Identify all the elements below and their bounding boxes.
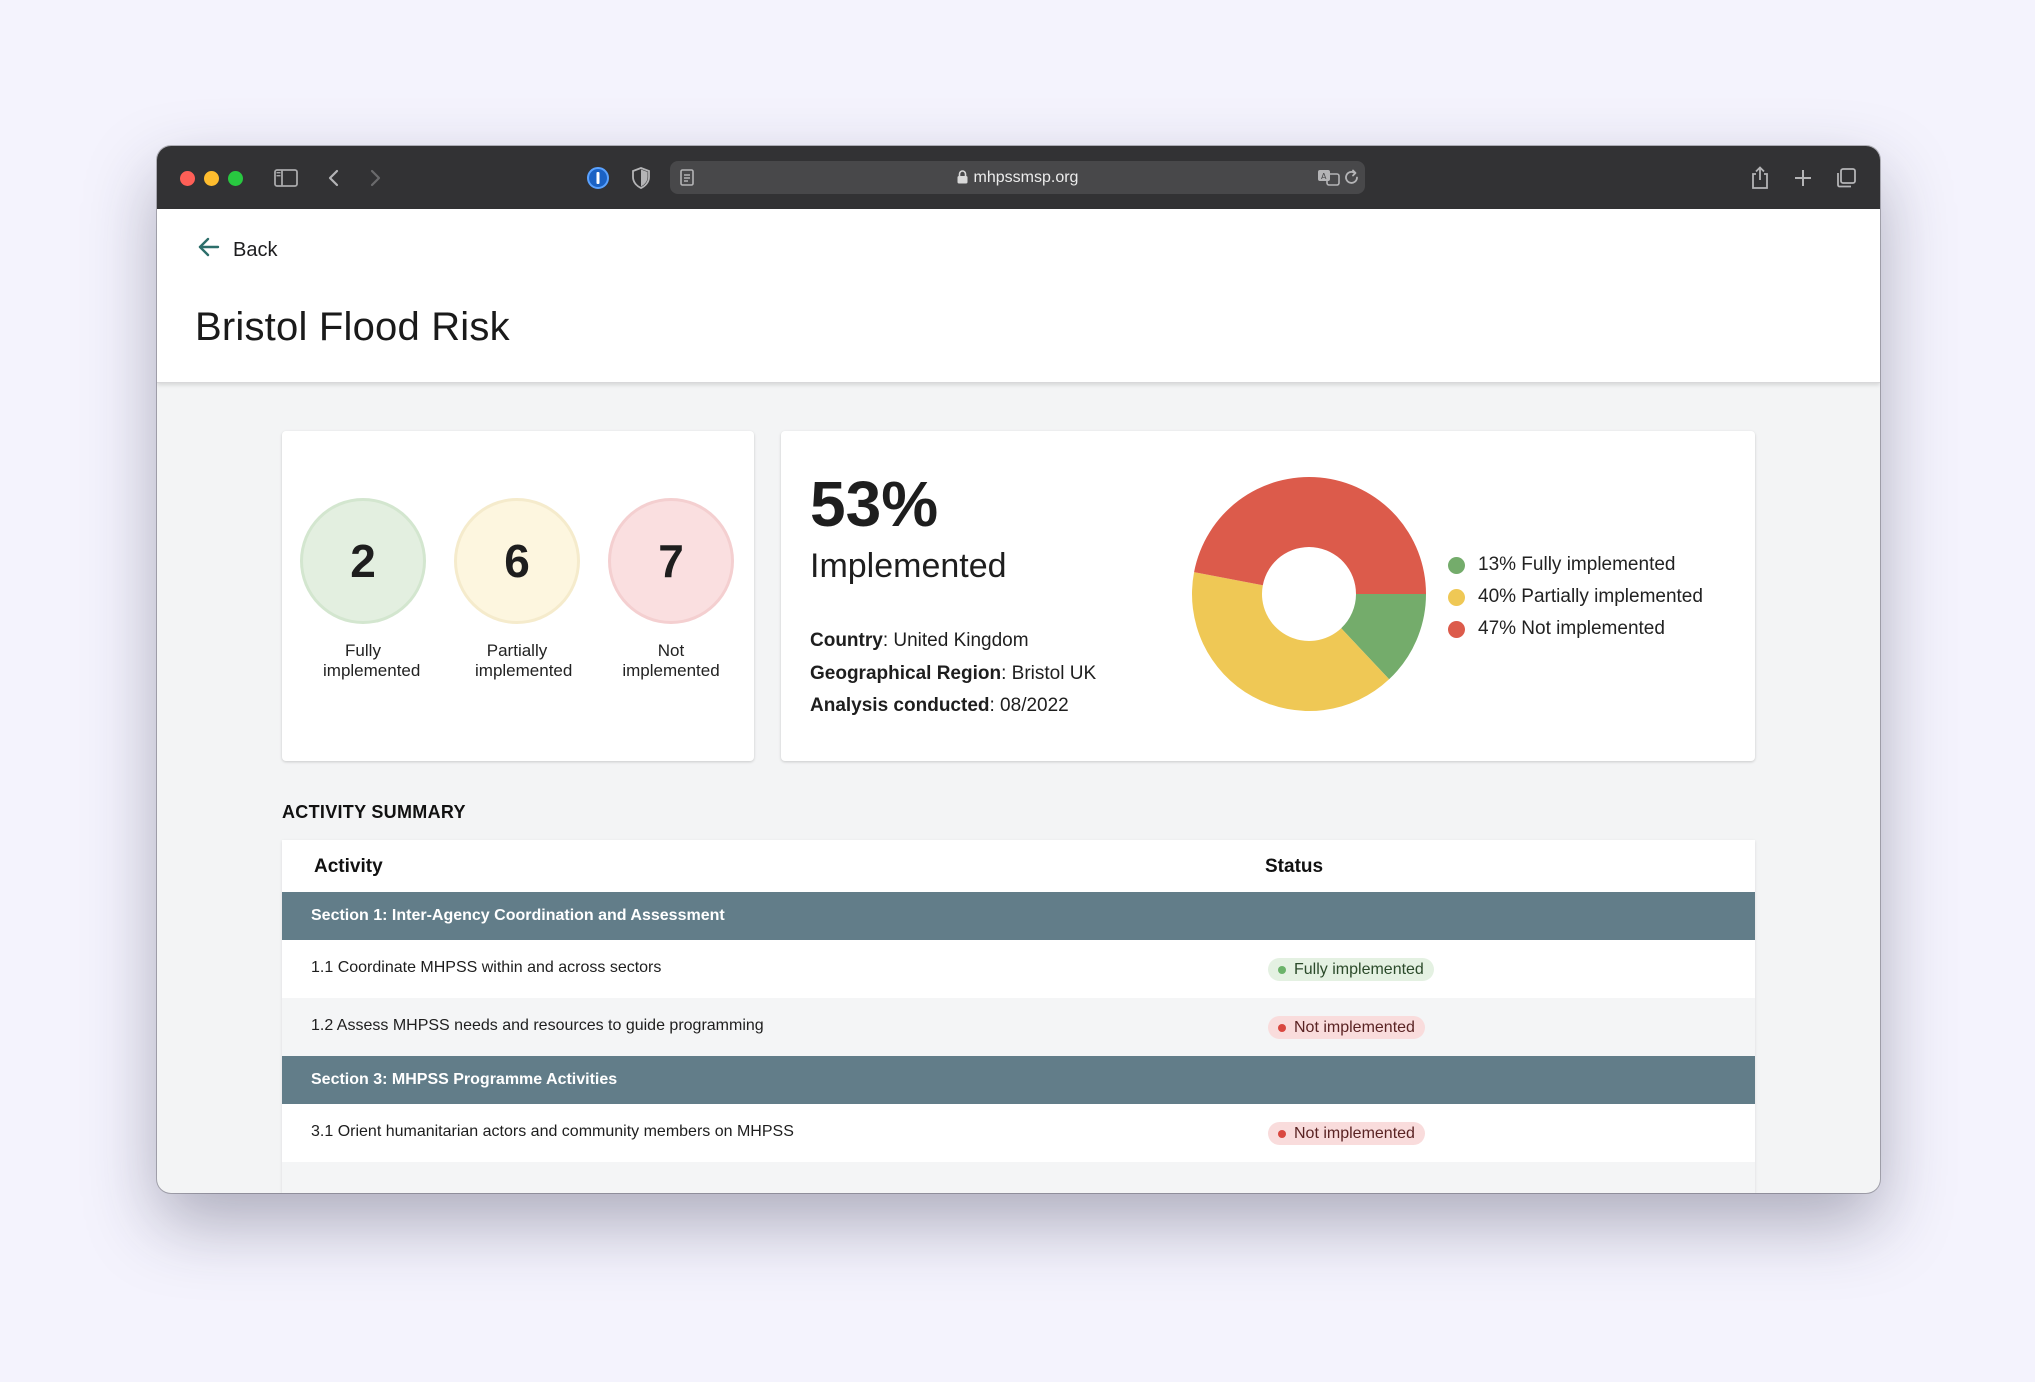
not-implemented-count: 7 Not implemented (611, 501, 731, 681)
legend-label-not: 47% Not implemented (1478, 618, 1665, 639)
section-header-row: Section 1: Inter-Agency Coordination and… (282, 892, 1755, 940)
svg-text:A: A (1321, 172, 1327, 181)
donut-slice-partially (1192, 572, 1390, 711)
table-row-partial (282, 1162, 1755, 1193)
tab-overview-icon[interactable] (1832, 164, 1860, 192)
activity-column-header: Activity (314, 856, 383, 877)
status-badge: Not implemented (1268, 1122, 1425, 1145)
status-text: Fully implemented (1294, 960, 1424, 978)
legend-item-fully: 13% Fully implemented (1448, 549, 1703, 581)
legend-item-partially: 40% Partially implemented (1448, 581, 1703, 613)
region-info: Geographical Region: Bristol UK (810, 663, 1096, 685)
status-text: Not implemented (1294, 1124, 1415, 1142)
translate-icon[interactable]: A (1317, 168, 1341, 192)
status-dot-icon (1278, 1129, 1286, 1138)
url-text: mhpssmsp.org (973, 169, 1079, 186)
lock-icon (957, 170, 968, 189)
legend-label-fully: 13% Fully implemented (1478, 554, 1676, 575)
activity-table: Activity Status Section 1: Inter-Agency … (282, 840, 1755, 1193)
back-nav-icon[interactable] (320, 164, 348, 192)
partially-count-label: Partially implemented (475, 641, 573, 680)
close-window-button[interactable] (180, 171, 195, 186)
analysis-info: Analysis conducted: 08/2022 (810, 695, 1069, 717)
donut-slice-not (1194, 476, 1426, 594)
page-title: Bristol Flood Risk (195, 305, 510, 349)
password-manager-icon[interactable] (584, 164, 612, 192)
legend-label-partially: 40% Partially implemented (1478, 586, 1703, 607)
activity-name: 1.2 Assess MHPSS needs and resources to … (311, 1017, 764, 1034)
privacy-shield-icon[interactable] (627, 164, 655, 192)
legend-dot-fully (1448, 556, 1465, 574)
activity-name: 1.1 Coordinate MHPSS within and across s… (311, 959, 662, 976)
sidebar-toggle-icon[interactable] (272, 164, 300, 192)
url-display[interactable]: mhpssmsp.org (670, 169, 1365, 189)
address-bar[interactable]: mhpssmsp.org A (670, 161, 1365, 194)
table-row[interactable]: 1.2 Assess MHPSS needs and resources to … (282, 998, 1755, 1056)
legend-dot-not (1448, 620, 1465, 638)
partially-count-circle: 6 (457, 501, 577, 621)
back-link[interactable]: Back (197, 235, 277, 265)
donut-slice-fully (1341, 594, 1426, 680)
implemented-percent: 53% (810, 468, 939, 540)
implemented-label: Implemented (810, 547, 1007, 585)
status-text: Not implemented (1294, 1018, 1415, 1036)
browser-toolbar: mhpssmsp.org A (157, 146, 1880, 209)
implementation-donut-chart (1192, 476, 1426, 711)
status-dot-icon (1278, 1023, 1286, 1032)
status-badge: Not implemented (1268, 1016, 1425, 1039)
minimize-window-button[interactable] (204, 171, 219, 186)
status-column-header: Status (1265, 856, 1324, 877)
not-count-label: Not implemented (622, 641, 720, 680)
fully-count-circle: 2 (303, 501, 423, 621)
table-row[interactable]: 3.1 Orient humanitarian actors and commu… (282, 1104, 1755, 1162)
reader-view-icon[interactable] (679, 168, 695, 192)
not-count-circle: 7 (611, 501, 731, 621)
fully-count-label: Fully implemented (323, 641, 421, 680)
region-label: Geographical Region (810, 663, 1002, 684)
section-header-row: Section 3: MHPSS Programme Activities (282, 1056, 1755, 1104)
browser-window: mhpssmsp.org A Back Br (157, 146, 1880, 1193)
activity-summary-heading: ACTIVITY SUMMARY (282, 802, 466, 822)
analysis-label: Analysis conducted (810, 695, 990, 716)
reload-icon[interactable] (1343, 169, 1360, 191)
chart-legend: 13% Fully implemented 40% Partially impl… (1448, 549, 1703, 645)
implementation-counts-card: 2 Fully implemented 6 Partially implemen… (282, 431, 754, 761)
legend-item-not: 47% Not implemented (1448, 613, 1703, 645)
status-dot-icon (1278, 965, 1286, 974)
activity-name: 3.1 Orient humanitarian actors and commu… (311, 1123, 794, 1140)
table-row[interactable]: 1.1 Coordinate MHPSS within and across s… (282, 940, 1755, 998)
analysis-value: : 08/2022 (989, 695, 1069, 716)
status-badge: Fully implemented (1268, 958, 1434, 981)
legend-dot-partially (1448, 588, 1465, 606)
page-header: Back Bristol Flood Risk (157, 209, 1880, 383)
fully-implemented-count: 2 Fully implemented (303, 501, 423, 681)
new-tab-icon[interactable] (1789, 164, 1817, 192)
partially-implemented-count: 6 Partially implemented (457, 501, 577, 681)
share-icon[interactable] (1746, 164, 1774, 192)
arrow-left-icon (197, 236, 221, 264)
country-value: : United Kingdom (882, 630, 1029, 651)
region-value: : Bristol UK (1001, 663, 1097, 684)
country-label: Country (810, 630, 883, 651)
forward-nav-icon[interactable] (361, 164, 389, 192)
maximize-window-button[interactable] (228, 171, 243, 186)
implementation-summary-card: 53% Implemented Country: United Kingdom … (781, 431, 1755, 761)
page-content: Back Bristol Flood Risk 2 Fully implemen… (157, 209, 1880, 1193)
back-label: Back (233, 238, 278, 261)
country-info: Country: United Kingdom (810, 630, 1029, 652)
